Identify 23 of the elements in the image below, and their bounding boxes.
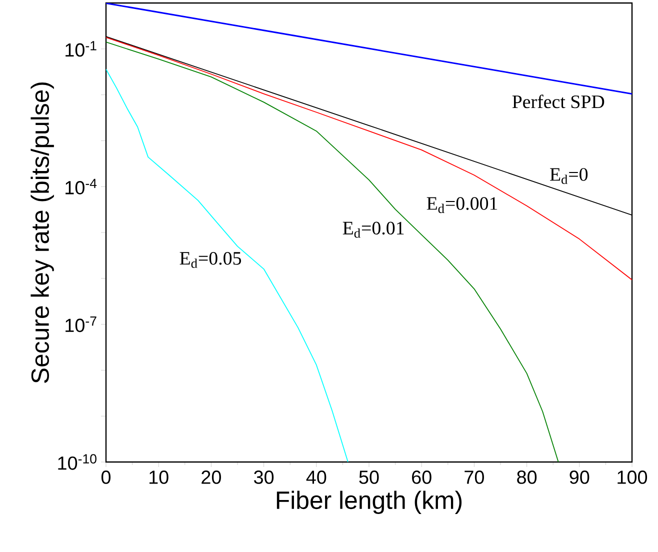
y-tick-label: 10$^{-4}$ (66, 178, 97, 194)
series-label: E$_{d}$=0.001 (426, 197, 498, 214)
x-tick-label: 30 (254, 470, 274, 484)
series-label: E$_{d}$=0 (550, 168, 588, 184)
x-tick-label: 90 (570, 470, 590, 484)
series-label: E$_{d}$=0.05 (180, 252, 242, 268)
x-tick-label: 70 (464, 470, 484, 484)
series-label: E$_{d}$=0.01 (342, 222, 404, 238)
series-label: Perfect SPD (512, 94, 604, 108)
x-axis-title: Fiber length (km) (276, 490, 462, 514)
line-series (106, 36, 632, 280)
x-tick-label: 20 (202, 470, 221, 484)
y-tick-label: 10$^{-10}$ (58, 454, 96, 470)
x-tick-label: 0 (101, 470, 111, 484)
x-tick-label: 50 (359, 470, 379, 484)
x-tick-label: 10 (150, 470, 168, 484)
y-axis-title: Secure key rate (bits/pulse) (30, 82, 54, 383)
x-tick-label: 40 (306, 470, 326, 484)
y-tick-label: 10$^{-7}$ (66, 316, 96, 332)
x-tick-label: 80 (517, 470, 537, 484)
y-tick-label: 10$^{-1}$ (66, 41, 96, 57)
x-tick-label: 100 (618, 470, 648, 484)
x-tick-label: 60 (412, 470, 432, 484)
